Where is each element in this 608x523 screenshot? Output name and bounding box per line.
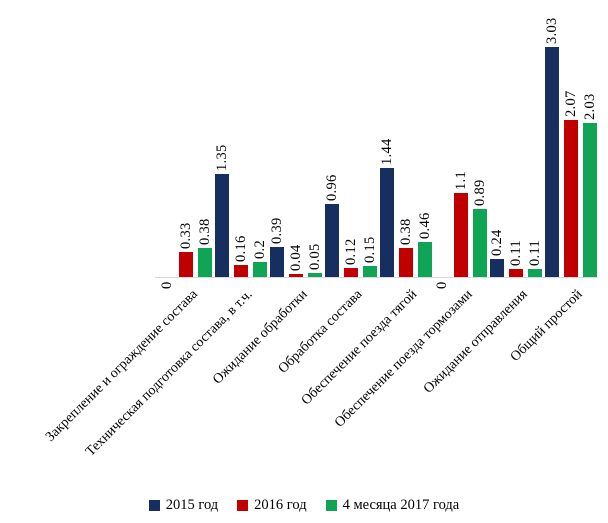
value-label: 0.24: [489, 229, 505, 256]
bar-series3-cat8: [583, 123, 597, 277]
legend-label: 2015 год: [165, 497, 219, 513]
x-axis-line: [155, 277, 598, 278]
category-label: Ожидание отправления: [421, 287, 531, 397]
value-label: 1.1: [453, 170, 469, 190]
value-label: 0: [159, 281, 175, 289]
value-label: 0.11: [508, 239, 524, 266]
value-label: 2.07: [563, 90, 579, 117]
bar-series2-cat2: [234, 265, 248, 277]
bar-series1-cat4: [325, 204, 339, 277]
legend-item-2: 2016 год: [237, 497, 307, 514]
legend: 2015 год 2016 год 4 месяца 2017 года: [0, 497, 608, 514]
legend-item-3: 4 месяца 2017 года: [325, 497, 460, 514]
legend-label: 2016 год: [254, 497, 307, 513]
value-label: 0.2: [252, 239, 268, 259]
bar-series3-cat6: [473, 209, 487, 277]
legend-label: 4 месяца 2017 года: [342, 497, 460, 513]
value-label: 0.39: [269, 217, 285, 244]
bar-series1-cat7: [490, 259, 504, 277]
value-label: 0.38: [197, 218, 213, 245]
bar-series3-cat4: [363, 266, 377, 277]
legend-item-1: 2015 год: [148, 497, 219, 514]
value-label: 1.44: [379, 138, 395, 165]
value-label: 0.38: [398, 218, 414, 245]
legend-swatch: [148, 500, 160, 511]
value-label: 0.16: [233, 235, 249, 262]
value-label: 0.04: [288, 244, 304, 271]
value-label: 0.89: [472, 179, 488, 206]
bar-series1-cat8: [545, 47, 559, 277]
value-label: 0: [434, 281, 450, 289]
bar-series2-cat7: [509, 269, 523, 277]
value-label: 0.33: [178, 222, 194, 249]
bar-series2-cat6: [454, 193, 468, 277]
bar-series3-cat7: [528, 269, 542, 277]
bar-series3-cat2: [253, 262, 267, 277]
bar-series2-cat4: [344, 268, 358, 277]
legend-swatch: [237, 500, 249, 511]
bar-series2-cat3: [289, 274, 303, 277]
bar-series2-cat1: [179, 252, 193, 277]
bar-series3-cat3: [308, 273, 322, 277]
bar-series1-cat5: [380, 168, 394, 277]
value-label: 0.12: [343, 238, 359, 265]
value-label: 1.35: [214, 144, 230, 171]
bar-series1-cat3: [270, 247, 284, 277]
legend-swatch: [325, 500, 337, 511]
bar-series1-cat2: [215, 174, 229, 277]
value-label: 2.03: [582, 93, 598, 120]
bar-series3-cat5: [418, 242, 432, 277]
value-label: 0.11: [527, 239, 543, 266]
bar-series2-cat5: [399, 248, 413, 277]
value-label: 0.96: [324, 174, 340, 201]
value-label: 3.03: [544, 17, 560, 44]
value-label: 0.46: [417, 212, 433, 239]
bar-series2-cat8: [564, 120, 578, 277]
value-label: 0.05: [307, 243, 323, 270]
value-label: 0.15: [362, 236, 378, 263]
category-label: Ожидание обработки: [210, 287, 311, 388]
bar-series3-cat1: [198, 248, 212, 277]
